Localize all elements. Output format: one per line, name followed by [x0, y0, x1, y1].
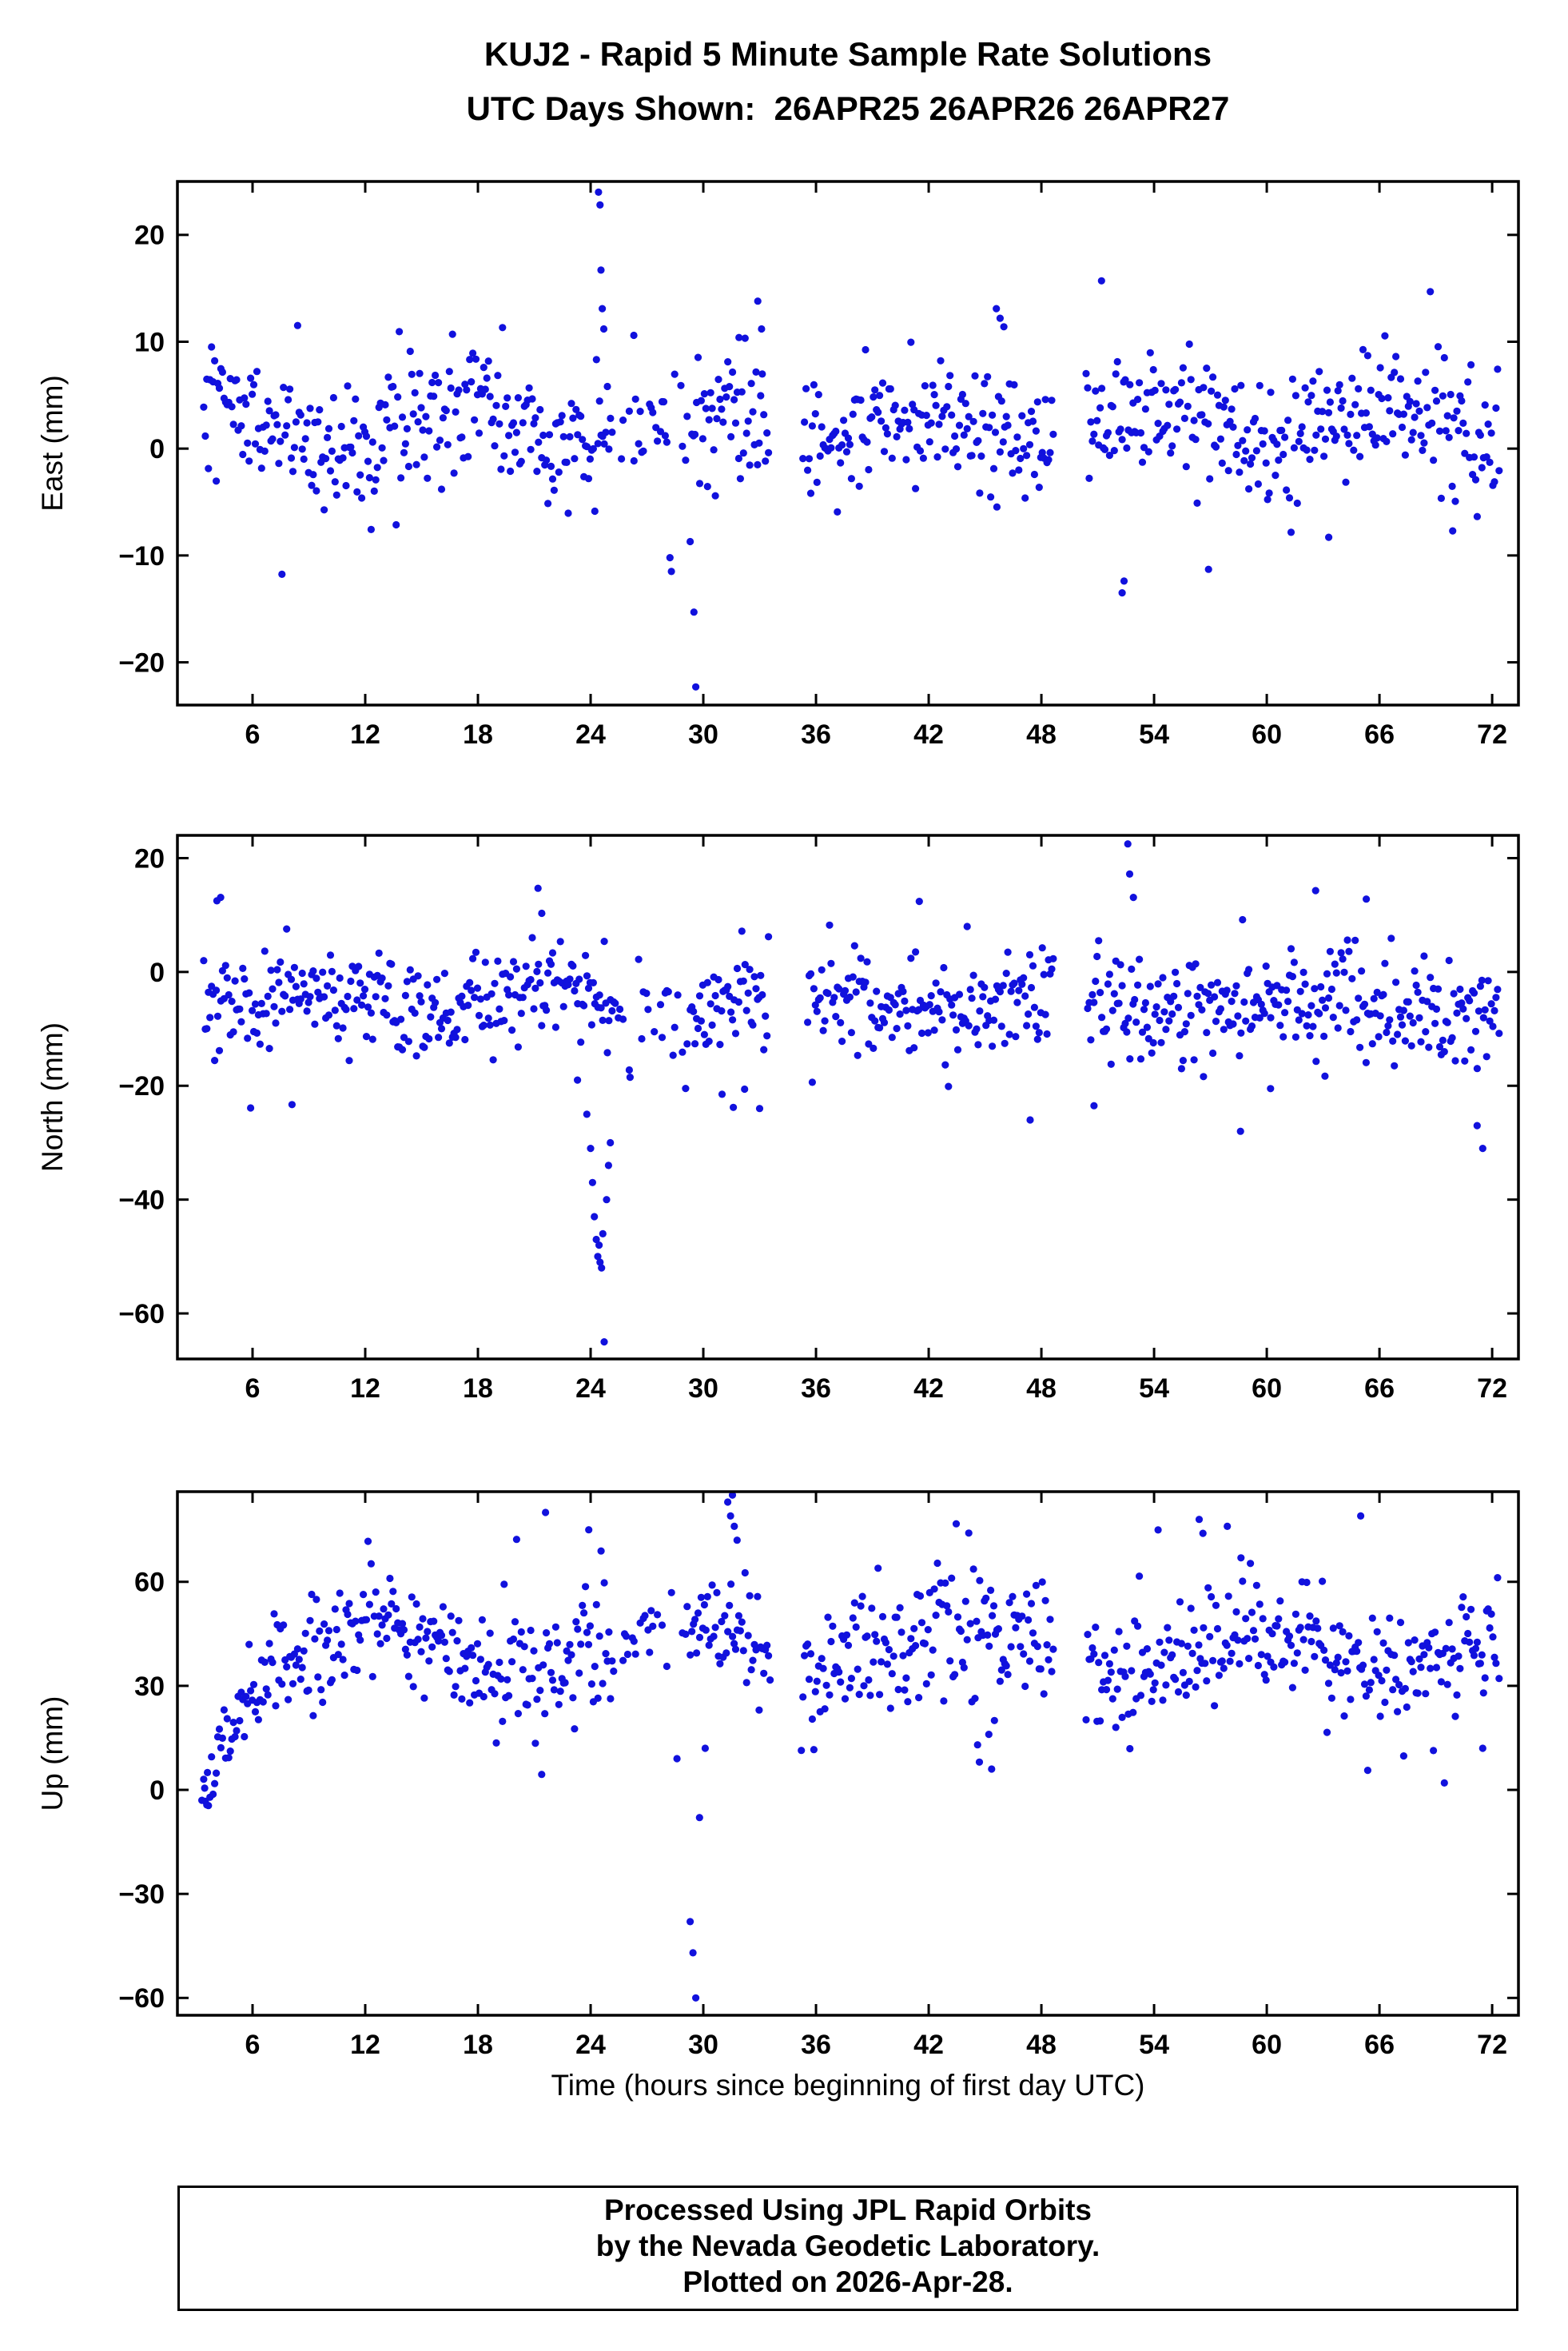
up-y-axis-label: Up (mm)	[36, 1696, 69, 1811]
up-chart-svg: 6 12 18 24 30 36 42 48 54 60 66 72 −60 −30 0 30 60 Up (mm…	[36, 1490, 1520, 2060]
svg-text:60: 60	[1252, 719, 1282, 750]
chart-title-line1: KUJ2 - Rapid 5 Minute Sample Rate Soluti…	[484, 35, 1212, 73]
svg-text:72: 72	[1477, 1373, 1507, 1404]
x-axis-label: Time (hours since beginning of first day…	[551, 2069, 1145, 2102]
svg-text:0: 0	[149, 434, 165, 464]
svg-text:18: 18	[463, 1373, 493, 1404]
svg-text:−10: −10	[118, 541, 165, 572]
svg-text:6: 6	[245, 719, 261, 750]
svg-text:36: 36	[801, 719, 831, 750]
svg-text:−60: −60	[118, 1299, 165, 1329]
svg-text:24: 24	[575, 1373, 606, 1404]
svg-text:6: 6	[245, 1373, 261, 1404]
svg-text:0: 0	[149, 1775, 165, 1806]
svg-text:66: 66	[1364, 2030, 1395, 2060]
svg-text:36: 36	[801, 2030, 831, 2060]
north-panel: 6 12 18 24 30 36 42 48 54 60 66 72 −60 −40 −20 0 20 North…	[0, 834, 1568, 1425]
svg-text:20: 20	[134, 843, 165, 874]
svg-text:−60: −60	[118, 1983, 165, 2014]
chart-title-line2: UTC Days Shown: 26APR25 26APR26 26APR27	[466, 90, 1230, 127]
north-y-axis-label: North (mm)	[36, 1022, 69, 1172]
svg-text:48: 48	[1026, 1373, 1057, 1404]
svg-text:20: 20	[134, 221, 165, 251]
svg-text:66: 66	[1364, 719, 1395, 750]
svg-text:12: 12	[350, 1373, 380, 1404]
svg-text:18: 18	[463, 2030, 493, 2060]
footer-credit-box: Processed Using JPL Rapid Orbits by the …	[177, 2186, 1518, 2311]
svg-text:24: 24	[575, 719, 606, 750]
up-points	[198, 1492, 1503, 2002]
svg-text:72: 72	[1477, 719, 1507, 750]
east-points	[200, 188, 1503, 691]
svg-text:72: 72	[1477, 2030, 1507, 2060]
svg-text:12: 12	[350, 719, 380, 750]
svg-text:30: 30	[688, 719, 718, 750]
svg-text:24: 24	[575, 2030, 606, 2060]
north-chart-svg: 6 12 18 24 30 36 42 48 54 60 66 72 −60 −40 −20 0 20 North…	[36, 834, 1520, 1404]
svg-text:30: 30	[688, 1373, 718, 1404]
svg-text:60: 60	[134, 1568, 165, 1598]
svg-text:6: 6	[245, 2030, 261, 2060]
svg-text:36: 36	[801, 1373, 831, 1404]
svg-text:54: 54	[1139, 2030, 1169, 2060]
north-points	[200, 840, 1503, 1346]
footer-line-1: Processed Using JPL Rapid Orbits	[604, 2194, 1092, 2226]
east-chart-svg: 6 12 18 24 30 36 42 48 54 60 66 72 −20 −10 0 10 20 East (…	[36, 180, 1520, 750]
svg-text:−20: −20	[118, 648, 165, 678]
svg-text:30: 30	[688, 2030, 718, 2060]
svg-text:54: 54	[1139, 719, 1169, 750]
svg-text:66: 66	[1364, 1373, 1395, 1404]
svg-text:−20: −20	[118, 1071, 165, 1102]
svg-text:18: 18	[463, 719, 493, 750]
svg-text:0: 0	[149, 958, 165, 988]
svg-text:60: 60	[1252, 2030, 1282, 2060]
east-y-axis-label: East (mm)	[36, 375, 69, 512]
svg-text:42: 42	[913, 1373, 944, 1404]
svg-text:−40: −40	[118, 1185, 165, 1216]
svg-text:12: 12	[350, 2030, 380, 2060]
svg-text:54: 54	[1139, 1373, 1169, 1404]
svg-text:48: 48	[1026, 2030, 1057, 2060]
svg-text:10: 10	[134, 327, 165, 357]
svg-text:42: 42	[913, 719, 944, 750]
svg-text:42: 42	[913, 2030, 944, 2060]
footer-line-3: Plotted on 2026-Apr-28.	[683, 2265, 1013, 2298]
east-panel: 6 12 18 24 30 36 42 48 54 60 66 72 −20 −10 0 10 20 East (…	[0, 180, 1568, 771]
svg-text:60: 60	[1252, 1373, 1282, 1404]
svg-text:−30: −30	[118, 1879, 165, 1910]
svg-text:30: 30	[134, 1672, 165, 1702]
up-panel: 6 12 18 24 30 36 42 48 54 60 66 72 −60 −30 0 30 60 Up (mm…	[0, 1490, 1568, 2082]
svg-text:48: 48	[1026, 719, 1057, 750]
footer-line-2: by the Nevada Geodetic Laboratory.	[595, 2229, 1100, 2262]
